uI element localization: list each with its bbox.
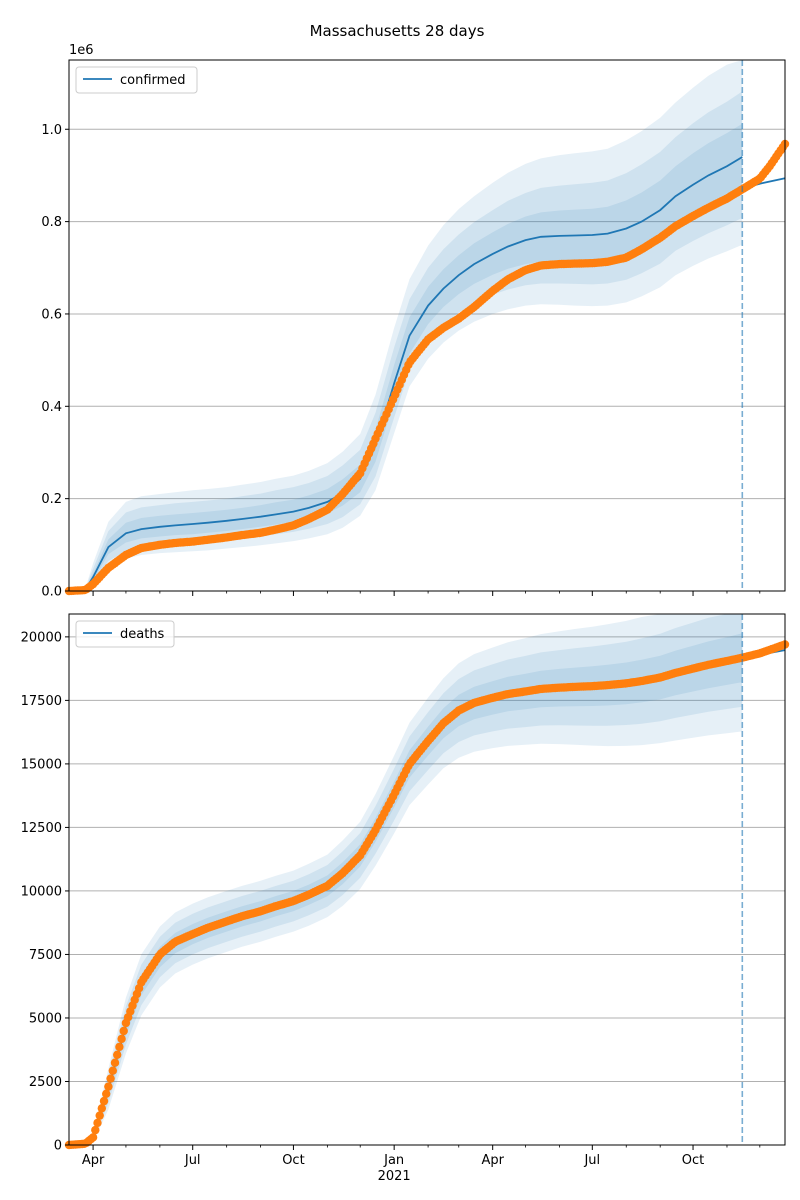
deaths-middle-band <box>69 614 743 1145</box>
deaths-plot-area <box>69 614 785 1145</box>
deaths-observed-point <box>117 1034 126 1044</box>
deaths-observed-point <box>97 1104 107 1113</box>
deaths-observed-point <box>110 1058 120 1067</box>
deaths-grid <box>69 636 785 1146</box>
deaths-y-tick-label: 10000 <box>21 884 62 899</box>
deaths-observed-point <box>88 1133 98 1142</box>
deaths-observed-point <box>119 1026 128 1036</box>
deaths-observed-point <box>91 1125 100 1135</box>
deaths-observed-point <box>95 1111 104 1120</box>
deaths-y-tick-label: 0 <box>54 1139 62 1154</box>
deaths-x-tick-label: Jul <box>184 1153 201 1168</box>
deaths-plot-frame <box>68 613 786 1146</box>
deaths-legend-label: deaths <box>120 627 165 642</box>
confirmed-y-axis: 0.0 0.2 0.4 0.6 0.8 1.0 <box>41 123 69 600</box>
deaths-observed-point <box>104 1082 113 1091</box>
confirmed-legend-box <box>75 66 198 94</box>
deaths-y-tick-label: 2500 <box>29 1075 62 1090</box>
deaths-observed-points <box>64 640 790 1150</box>
confirmed-middle-band <box>69 91 743 592</box>
confirmed-y-tick-label: 0.0 <box>41 585 62 600</box>
deaths-x-tick-label: Apr <box>82 1153 105 1168</box>
deaths-legend: deaths <box>75 620 175 648</box>
confirmed-panel: 0.0 0.2 0.4 0.6 0.8 1.0 1e6 confirmed <box>41 43 790 600</box>
confirmed-inner-band <box>69 123 743 591</box>
deaths-outer-band <box>69 614 743 1145</box>
deaths-panel: 0 2500 5000 7500 10000 12500 15000 17500 20000 A… <box>21 613 790 1184</box>
deaths-y-tick-label: 12500 <box>21 821 62 836</box>
confirmed-legend-label: confirmed <box>120 73 186 88</box>
confirmed-y-tick-label: 0.2 <box>41 492 62 507</box>
deaths-bands <box>69 614 743 1145</box>
deaths-observed-point <box>102 1089 111 1099</box>
deaths-observed-point <box>115 1042 124 1052</box>
deaths-x-tick-label: Jan <box>383 1153 404 1168</box>
deaths-legend-box <box>75 620 175 648</box>
confirmed-y-offset-label: 1e6 <box>69 43 94 58</box>
deaths-observed-point <box>108 1066 118 1075</box>
deaths-observed-point <box>99 1096 109 1106</box>
deaths-x-year-label: 2021 <box>378 1169 411 1184</box>
deaths-y-tick-label: 20000 <box>21 630 62 645</box>
confirmed-legend: confirmed <box>75 66 198 94</box>
deaths-observed-point <box>113 1050 122 1060</box>
deaths-y-tick-label: 5000 <box>29 1011 62 1026</box>
confirmed-plot-frame <box>68 59 786 592</box>
deaths-x-tick-label: Apr <box>481 1153 504 1168</box>
confirmed-plot-area <box>69 60 785 591</box>
confirmed-x-axis <box>92 591 761 596</box>
deaths-observed-point <box>106 1074 115 1083</box>
confirmed-outer-band <box>69 60 743 591</box>
deaths-y-tick-label: 15000 <box>21 757 62 772</box>
confirmed-model_median-line <box>68 156 743 592</box>
deaths-x-tick-label: Oct <box>282 1153 304 1168</box>
deaths-inner-band <box>69 633 743 1145</box>
confirmed-y-tick-label: 1.0 <box>41 123 62 138</box>
deaths-x-tick-label: Oct <box>682 1153 704 1168</box>
deaths-y-tick-label: 17500 <box>21 694 62 709</box>
deaths-x-tick-label: Jul <box>583 1153 600 1168</box>
confirmed-y-tick-label: 0.4 <box>41 400 62 415</box>
figure-title: Massachusetts 28 days <box>310 22 485 40</box>
confirmed-bands <box>69 60 743 592</box>
deaths-y-axis: 0 2500 5000 7500 10000 12500 15000 17500 20000 <box>21 630 69 1154</box>
deaths-y-tick-label: 7500 <box>29 948 62 963</box>
confirmed-observed-points <box>64 139 790 596</box>
confirmed-y-tick-label: 0.6 <box>41 307 62 322</box>
deaths-observed-point <box>93 1118 102 1128</box>
confirmed-y-tick-label: 0.8 <box>41 215 62 230</box>
